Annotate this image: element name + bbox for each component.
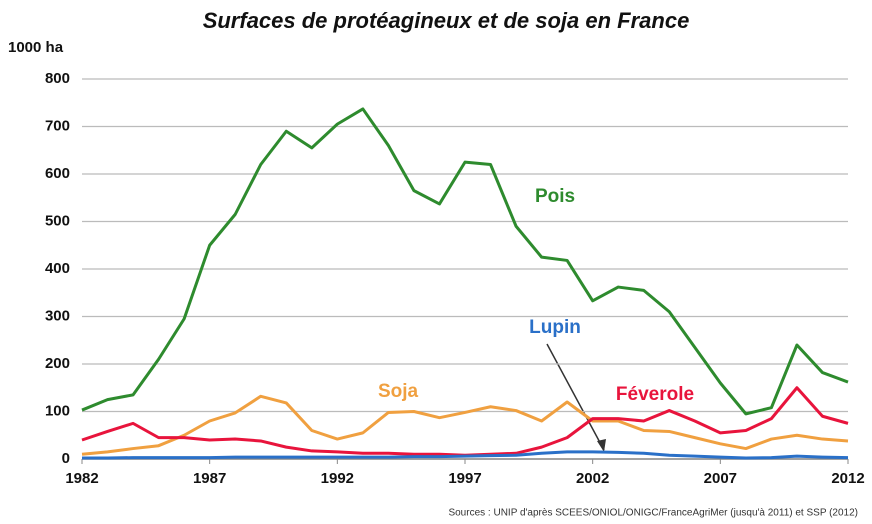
arrow-head [597, 439, 606, 452]
series-label: Féverole [616, 384, 694, 405]
x-tick-label: 2002 [576, 470, 609, 487]
y-tick-label: 300 [45, 307, 70, 324]
series-line [82, 450, 849, 460]
series-label: Lupin [529, 317, 581, 338]
y-tick-label: 400 [45, 260, 70, 277]
source: Sources : UNIP d'après SCEES/ONIOL/ONIGC… [448, 508, 858, 519]
series-label: Soja [378, 381, 419, 402]
x-tick-label: 2012 [831, 470, 864, 487]
y-tick-label: 500 [45, 212, 70, 229]
x-tick-label: 2007 [704, 470, 737, 487]
chart-title: Surfaces de protéagineux et de soja en F… [203, 8, 690, 33]
x-tick-label: 1997 [448, 470, 481, 487]
y-tick-label: 0 [62, 450, 70, 467]
x-tick-label: 1982 [65, 470, 98, 487]
series-line [81, 394, 849, 456]
y-tick-label: 100 [45, 402, 70, 419]
y-tick-label: 800 [45, 70, 70, 87]
y-tick-label: 200 [45, 355, 70, 372]
x-tick-label: 1987 [193, 470, 226, 487]
y-tick-label: 600 [45, 165, 70, 182]
annotation-arrow [546, 343, 605, 451]
series-line [81, 107, 849, 416]
y-tick-label: 700 [45, 117, 70, 134]
y-axis-label: 1000 ha [8, 39, 64, 56]
x-tick-label: 1992 [321, 470, 354, 487]
series-label: Pois [535, 186, 575, 207]
